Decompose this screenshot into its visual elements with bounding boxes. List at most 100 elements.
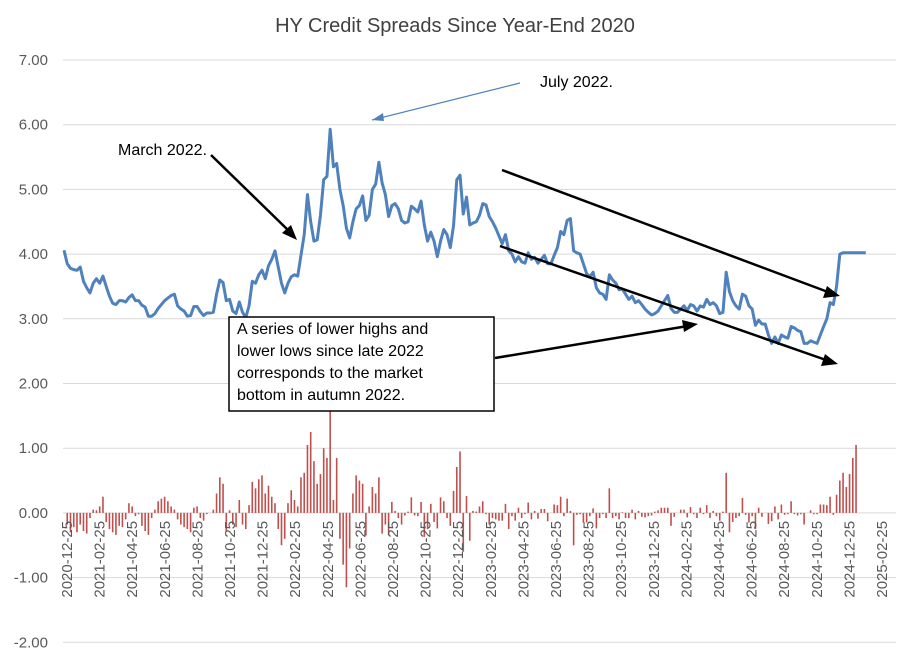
change-bar [124,512,127,520]
change-bar [296,506,299,513]
change-bar [417,512,419,517]
change-bar [339,512,341,539]
x-tick-label: 2023-04-25 [515,521,532,598]
change-bar [335,457,338,513]
change-bar [631,509,633,513]
change-bar [605,512,607,519]
change-bar [219,477,221,513]
change-bar [608,488,611,513]
x-tick-label: 2022-08-25 [385,521,402,598]
y-tick-label: 2.00 [19,376,48,393]
change-bar [660,507,663,513]
change-bar [69,512,72,533]
change-bar [391,501,393,513]
change-bar [738,512,740,517]
change-bar [277,512,280,530]
change-bar [582,512,585,523]
change-bar [641,512,643,517]
change-bar [326,457,328,513]
y-tick-label: 5.00 [19,181,48,198]
change-bar [744,512,747,515]
change-bar [718,512,721,521]
change-bar [352,493,354,513]
change-bar [381,512,383,534]
change-bar [767,512,770,524]
change-bar [491,512,494,519]
change-bar [361,483,364,513]
change-bar [595,512,598,529]
change-bar [293,499,296,513]
change-bar [663,507,666,513]
change-bar [478,506,481,513]
change-bar [533,510,536,513]
change-bar [108,512,111,530]
change-bar [459,451,461,513]
change-bar [498,512,500,521]
change-bar [92,509,95,513]
change-bar [689,507,692,513]
change-bar [442,501,445,513]
change-bar [420,501,422,513]
annotation-march-arrow [210,154,292,234]
change-bar [121,512,124,528]
change-bar [163,496,166,513]
change-bars [66,399,857,588]
change-bar [270,496,273,513]
annotation-box-line-1: A series of lower highs and [237,321,428,338]
x-tick-label: 2025-02-25 [874,521,891,598]
change-bar [225,512,228,532]
change-bar [754,512,757,530]
change-bar [199,512,202,519]
change-bar [329,399,331,513]
change-bar [423,512,426,537]
change-bar [472,510,474,513]
change-bar [722,511,724,513]
change-bar [494,512,497,520]
change-bar [488,512,491,525]
change-bar [829,496,831,513]
change-bar [452,490,455,513]
change-bar [231,512,234,525]
change-bar [410,497,413,513]
change-bar [579,512,581,515]
change-bar [384,512,387,525]
y-axis-ticks: 7.00 6.00 5.00 4.00 3.00 2.00 1.00 0.00 -1.00 -2.… [14,52,48,651]
change-bar [611,512,614,519]
change-bar [524,512,526,515]
change-bar [757,507,760,513]
change-bar [358,480,361,513]
y-tick-label: -2.00 [14,634,48,651]
change-bar [741,498,744,513]
change-bar [85,512,88,534]
change-bar [283,512,286,539]
x-tick-label: 2021-02-25 [92,521,109,598]
change-bar [803,512,805,525]
x-tick-label: 2024-04-25 [711,521,728,598]
change-bar [673,512,676,517]
change-bar [569,510,572,513]
annotation-box-line-4: bottom in autumn 2022. [237,387,405,404]
y-tick-label: 3.00 [19,311,48,328]
change-bar [189,512,192,533]
x-tick-label: 2023-12-25 [646,521,663,598]
x-tick-label: 2024-02-25 [678,521,695,598]
change-bar [378,477,380,513]
change-bar [274,503,276,513]
annotation-box-line-2: lower lows since late 2022 [237,343,424,360]
change-bar [809,510,812,513]
change-bar [709,512,711,519]
change-bar [634,512,637,520]
change-bar [686,512,689,518]
change-bar [657,510,659,513]
change-bar [832,512,835,515]
trend-arrow-lower [499,244,827,362]
change-bar [309,432,312,513]
x-tick-label: 2024-12-25 [841,521,858,598]
trend-arrow-lower-head [821,354,838,366]
change-bar [134,512,137,517]
x-tick-label: 2023-02-25 [483,521,500,598]
change-bar [173,509,176,513]
change-bar [465,496,468,513]
change-bar [592,508,594,513]
